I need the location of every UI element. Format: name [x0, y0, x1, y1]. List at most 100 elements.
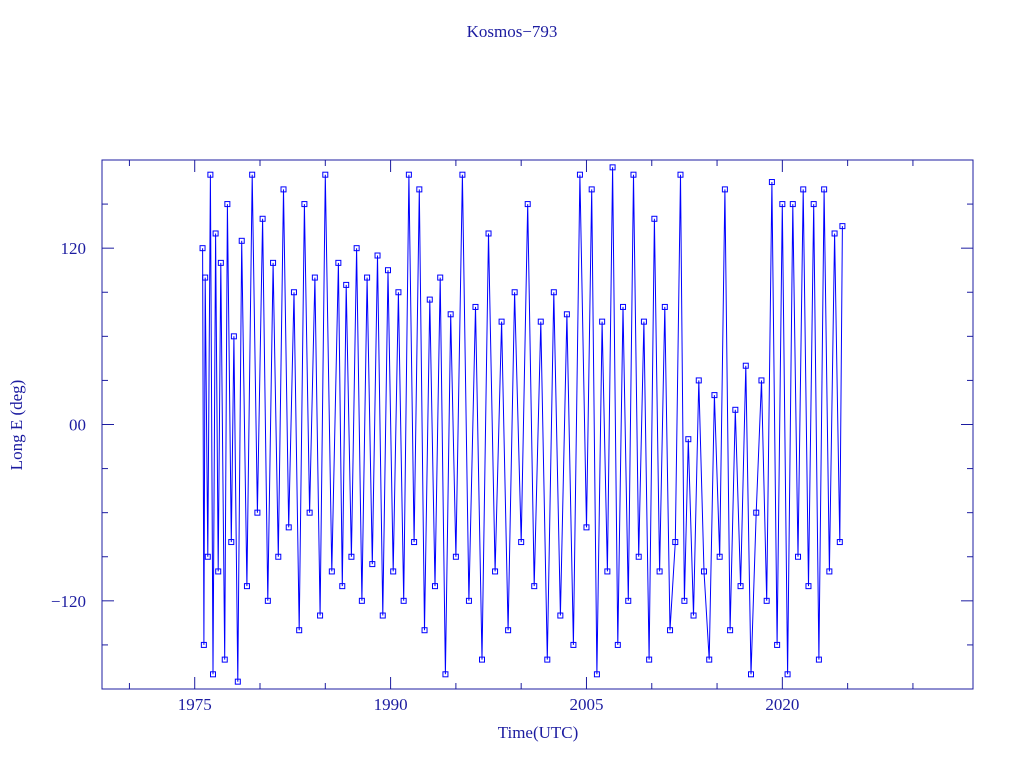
- data-point: [588, 186, 595, 193]
- data-point: [270, 259, 277, 266]
- data-point: [243, 583, 250, 590]
- data-point: [815, 656, 822, 663]
- data-point: [358, 597, 365, 604]
- data-point: [311, 274, 318, 281]
- x-tick-label: 1975: [178, 695, 212, 714]
- data-point: [635, 553, 642, 560]
- data-point: [661, 303, 668, 310]
- data-point: [328, 568, 335, 575]
- data-point: [221, 656, 228, 663]
- data-point: [259, 215, 266, 222]
- data-point: [395, 289, 402, 296]
- data-point: [416, 186, 423, 193]
- data-point: [485, 230, 492, 237]
- data-point: [200, 641, 207, 648]
- data-point: [437, 274, 444, 281]
- data-point: [348, 553, 355, 560]
- data-point: [625, 597, 632, 604]
- y-tick-label: 120: [61, 239, 87, 258]
- data-point: [836, 539, 843, 546]
- data-point: [604, 568, 611, 575]
- data-point: [498, 318, 505, 325]
- data-point: [805, 583, 812, 590]
- data-point: [721, 186, 728, 193]
- data-point: [593, 671, 600, 678]
- data-point: [238, 237, 245, 244]
- data-point: [202, 274, 209, 281]
- data-point: [646, 656, 653, 663]
- data-point: [583, 524, 590, 531]
- data-point: [518, 539, 525, 546]
- data-point: [630, 171, 637, 178]
- data-point: [199, 245, 206, 252]
- data-point: [795, 553, 802, 560]
- data-point: [479, 656, 486, 663]
- data-point: [505, 627, 512, 634]
- data-point: [737, 583, 744, 590]
- data-point: [831, 230, 838, 237]
- data-point: [411, 539, 418, 546]
- data-point: [727, 627, 734, 634]
- data-line: [202, 167, 843, 682]
- data-point: [285, 524, 292, 531]
- data-point: [716, 553, 723, 560]
- data-point: [544, 656, 551, 663]
- data-point: [774, 641, 781, 648]
- data-point: [228, 539, 235, 546]
- data-point: [431, 583, 438, 590]
- data-point: [275, 553, 282, 560]
- data-point: [550, 289, 557, 296]
- data-point: [695, 377, 702, 384]
- data-point: [789, 201, 796, 208]
- data-point: [492, 568, 499, 575]
- data-point: [421, 627, 428, 634]
- data-point: [374, 252, 381, 259]
- data-point: [826, 568, 833, 575]
- y-axis-label: Long E (deg): [7, 380, 26, 471]
- data-point: [753, 509, 760, 516]
- data-point: [384, 267, 391, 274]
- data-point: [672, 539, 679, 546]
- data-point: [339, 583, 346, 590]
- data-point: [839, 223, 846, 230]
- data-point: [620, 303, 627, 310]
- data-point: [322, 171, 329, 178]
- data-point: [400, 597, 407, 604]
- data-point: [681, 597, 688, 604]
- data-point: [209, 671, 216, 678]
- data-point: [599, 318, 606, 325]
- data-point: [784, 671, 791, 678]
- data-point: [264, 597, 271, 604]
- data-point: [306, 509, 313, 516]
- data-point: [280, 186, 287, 193]
- data-point: [768, 179, 775, 186]
- data-point: [224, 201, 231, 208]
- data-point: [651, 215, 658, 222]
- data-point: [779, 201, 786, 208]
- data-point: [614, 641, 621, 648]
- data-point: [557, 612, 564, 619]
- data-point: [215, 568, 222, 575]
- data-point: [379, 612, 386, 619]
- data-point: [667, 627, 674, 634]
- data-point: [442, 671, 449, 678]
- data-point: [706, 656, 713, 663]
- data-point: [700, 568, 707, 575]
- data-point: [531, 583, 538, 590]
- data-point: [335, 259, 342, 266]
- data-point: [452, 553, 459, 560]
- data-point: [537, 318, 544, 325]
- data-point: [212, 230, 219, 237]
- y-tick-label: −120: [51, 592, 86, 611]
- data-point: [576, 171, 583, 178]
- data-point: [690, 612, 697, 619]
- data-point: [677, 171, 684, 178]
- data-point: [317, 612, 324, 619]
- data-point: [369, 561, 376, 568]
- data-point: [511, 289, 518, 296]
- data-point: [711, 392, 718, 399]
- x-axis-label: Time(UTC): [498, 723, 579, 742]
- data-point: [254, 509, 261, 516]
- y-tick-label: 00: [69, 416, 86, 435]
